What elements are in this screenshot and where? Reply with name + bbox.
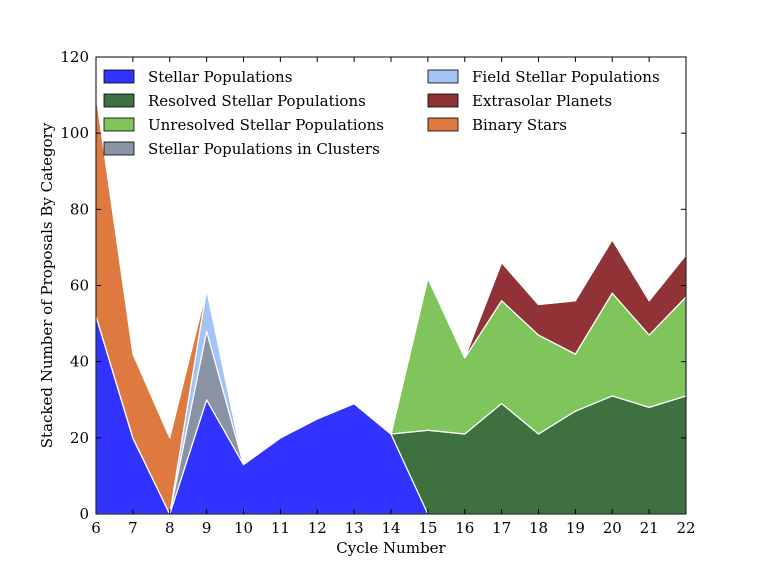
legend-swatch xyxy=(427,69,459,84)
legend-item-stellar-populations: Stellar Populations xyxy=(103,68,292,86)
legend-swatch xyxy=(427,93,459,108)
legend-label: Stellar Populations xyxy=(148,68,292,86)
legend-item-stellar-populations-in-clusters: Stellar Populations in Clusters xyxy=(103,140,380,158)
x-tick-label: 21 xyxy=(640,519,659,537)
legend: Stellar Populations Resolved Stellar Popu… xyxy=(103,68,660,158)
legend-swatch xyxy=(103,69,135,84)
legend-item-unresolved-stellar-populations: Unresolved Stellar Populations xyxy=(103,116,384,134)
legend-label: Field Stellar Populations xyxy=(472,68,660,86)
y-tick-label: 100 xyxy=(60,124,89,142)
y-tick-label: 60 xyxy=(70,277,89,295)
y-tick-label: 40 xyxy=(70,353,89,371)
x-tick-label: 16 xyxy=(455,519,474,537)
y-tick-label: 80 xyxy=(70,200,89,218)
legend-label: Unresolved Stellar Populations xyxy=(148,116,384,134)
x-tick-label: 20 xyxy=(603,519,622,537)
x-tick-label: 14 xyxy=(381,519,400,537)
x-tick-label: 18 xyxy=(529,519,548,537)
x-tick-label: 15 xyxy=(418,519,437,537)
legend-label: Extrasolar Planets xyxy=(472,92,612,110)
legend-item-field-stellar-populations: Field Stellar Populations xyxy=(427,68,660,86)
legend-label: Binary Stars xyxy=(472,116,567,134)
legend-label: Resolved Stellar Populations xyxy=(148,92,366,110)
legend-swatch xyxy=(103,141,135,156)
x-tick-label: 11 xyxy=(271,519,290,537)
x-tick-label: 12 xyxy=(308,519,327,537)
y-axis-label: Stacked Number of Proposals By Category xyxy=(38,122,56,448)
x-tick-label: 6 xyxy=(91,519,101,537)
legend-item-binary-stars: Binary Stars xyxy=(427,116,567,134)
y-tick-label: 0 xyxy=(79,505,89,523)
area-layer xyxy=(95,94,687,515)
legend-swatch xyxy=(103,93,135,108)
tick-layer: 6 7 8 9 10 11 12 13 14 15 16 17 18 19 20 21 22 0 20 40 60 80 1… xyxy=(60,48,695,537)
legend-swatch xyxy=(103,117,135,132)
legend-item-resolved-stellar-populations: Resolved Stellar Populations xyxy=(103,92,366,110)
legend-item-extrasolar-planets: Extrasolar Planets xyxy=(427,92,612,110)
x-tick-label: 7 xyxy=(128,519,138,537)
x-tick-label: 8 xyxy=(165,519,175,537)
legend-swatch xyxy=(427,117,459,132)
x-tick-label: 10 xyxy=(234,519,253,537)
y-tick-label: 20 xyxy=(70,429,89,447)
y-tick-label: 120 xyxy=(60,48,89,66)
x-tick-label: 22 xyxy=(676,519,695,537)
area-binary-stars xyxy=(95,94,687,515)
x-tick-label: 13 xyxy=(345,519,364,537)
x-tick-label: 9 xyxy=(202,519,212,537)
x-tick-label: 17 xyxy=(492,519,511,537)
x-axis-label: Cycle Number xyxy=(336,539,446,557)
legend-label: Stellar Populations in Clusters xyxy=(148,140,380,158)
x-tick-label: 19 xyxy=(566,519,585,537)
